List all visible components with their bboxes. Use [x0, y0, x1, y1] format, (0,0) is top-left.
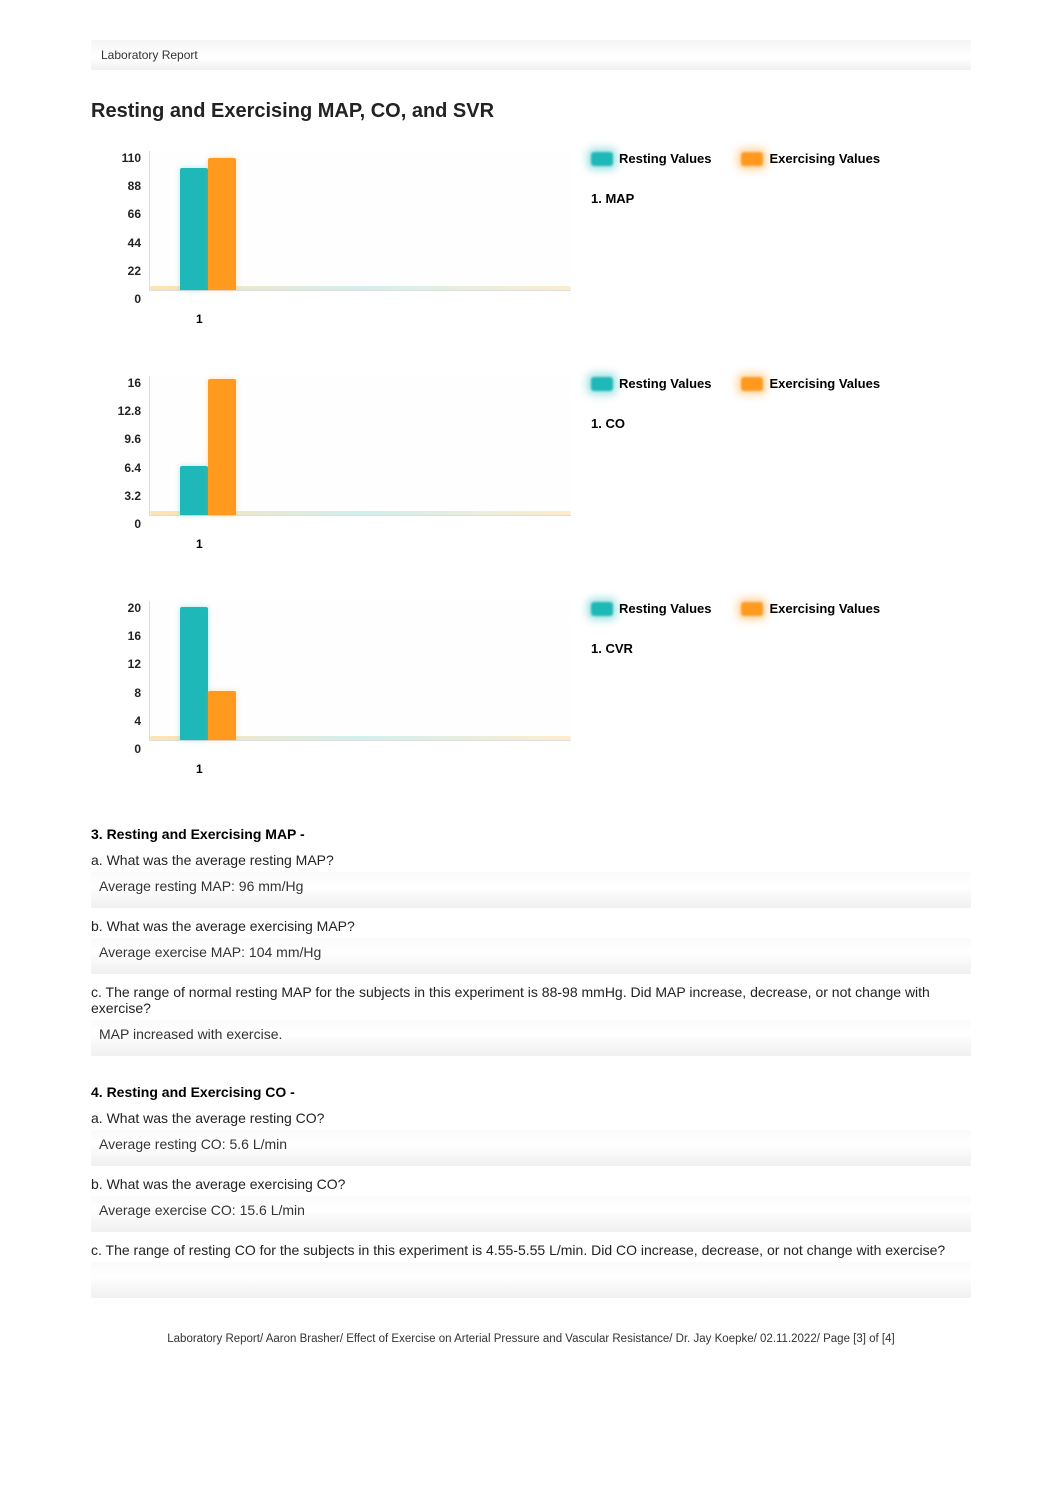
chart-block: 20 16 12 8 4 0 1 Resting Values Exercising Value… [91, 601, 971, 776]
answer-box: Average exercise MAP: 104 mm/Hg [91, 938, 971, 974]
y-tick: 44 [128, 236, 141, 250]
header-bar: Laboratory Report [91, 40, 971, 70]
y-tick: 12 [128, 657, 141, 671]
chart-right: Resting Values Exercising Values 1. CO [571, 376, 911, 551]
chart-name: 1. CO [591, 416, 911, 431]
y-axis: 20 16 12 8 4 0 [91, 601, 149, 756]
question-text: b. What was the average exercising CO? [91, 1176, 971, 1192]
y-tick: 3.2 [124, 489, 141, 503]
y-tick: 66 [128, 207, 141, 221]
page-footer: Laboratory Report/ Aaron Brasher/ Effect… [91, 1333, 971, 1345]
resting-bar [180, 168, 208, 290]
y-tick: 16 [128, 629, 141, 643]
section-heading: 4. Resting and Exercising CO - [91, 1084, 971, 1100]
resting-bar [180, 466, 208, 515]
answer-box: Average resting CO: 5.6 L/min [91, 1130, 971, 1166]
exercising-swatch [741, 152, 763, 166]
resting-swatch [591, 377, 613, 391]
header-label: Laboratory Report [101, 48, 198, 62]
bars-group [180, 158, 236, 290]
y-tick: 16 [128, 376, 141, 390]
exercising-swatch [741, 377, 763, 391]
x-label: 1 [91, 537, 571, 551]
y-tick: 20 [128, 601, 141, 615]
y-tick: 4 [134, 714, 141, 728]
x-label: 1 [91, 312, 571, 326]
section-heading: 3. Resting and Exercising MAP - [91, 826, 971, 842]
legend-item-exercising: Exercising Values [741, 601, 880, 616]
chart-left: 110 88 66 44 22 0 1 [91, 151, 571, 326]
legend-item-resting: Resting Values [591, 376, 711, 391]
exercising-swatch [741, 602, 763, 616]
y-tick: 110 [122, 151, 141, 165]
exercising-bar [208, 158, 236, 290]
answer-box: Average resting MAP: 96 mm/Hg [91, 872, 971, 908]
chart-name: 1. MAP [591, 191, 911, 206]
legend-item-resting: Resting Values [591, 151, 711, 166]
chart-right: Resting Values Exercising Values 1. MAP [571, 151, 911, 326]
page-title: Resting and Exercising MAP, CO, and SVR [91, 100, 971, 123]
bars-group [180, 607, 236, 740]
answer-box: Average exercise CO: 15.6 L/min [91, 1196, 971, 1232]
chart-right: Resting Values Exercising Values 1. CVR [571, 601, 911, 776]
chart-block: 16 12.8 9.6 6.4 3.2 0 1 Resting Values Exercisin… [91, 376, 971, 551]
y-tick: 9.6 [124, 432, 141, 446]
y-tick: 0 [134, 292, 141, 306]
y-tick: 88 [128, 179, 141, 193]
legend-item-exercising: Exercising Values [741, 151, 880, 166]
question-text: c. The range of normal resting MAP for t… [91, 984, 971, 1016]
plot-area [149, 151, 571, 291]
chart-block: 110 88 66 44 22 0 1 Resting Values Exercising Va… [91, 151, 971, 326]
y-tick: 6.4 [124, 461, 141, 475]
legend-label: Resting Values [619, 601, 711, 616]
x-label: 1 [91, 762, 571, 776]
y-tick: 8 [134, 686, 141, 700]
answer-box [91, 1262, 971, 1298]
chart-name: 1. CVR [591, 641, 911, 656]
y-axis: 110 88 66 44 22 0 [91, 151, 149, 306]
legend: Resting Values Exercising Values [591, 151, 911, 166]
resting-bar [180, 607, 208, 740]
legend: Resting Values Exercising Values [591, 376, 911, 391]
question-text: c. The range of resting CO for the subje… [91, 1242, 971, 1258]
legend-label: Exercising Values [769, 601, 880, 616]
bars-group [180, 379, 236, 516]
legend-item-exercising: Exercising Values [741, 376, 880, 391]
answer-box: MAP increased with exercise. [91, 1020, 971, 1056]
question-text: a. What was the average resting CO? [91, 1110, 971, 1126]
chart-left: 20 16 12 8 4 0 1 [91, 601, 571, 776]
resting-swatch [591, 602, 613, 616]
plot-area [149, 601, 571, 741]
question-text: b. What was the average exercising MAP? [91, 918, 971, 934]
legend-label: Resting Values [619, 376, 711, 391]
sections-container: 3. Resting and Exercising MAP - a. What w… [91, 826, 971, 1298]
y-tick: 0 [134, 742, 141, 756]
y-axis: 16 12.8 9.6 6.4 3.2 0 [91, 376, 149, 531]
y-tick: 0 [134, 517, 141, 531]
y-tick: 12.8 [118, 404, 141, 418]
legend-label: Resting Values [619, 151, 711, 166]
y-tick: 22 [128, 264, 141, 278]
legend-label: Exercising Values [769, 376, 880, 391]
charts-container: 1108866442201Resting ValuesExercising Va… [91, 151, 971, 776]
plot-area [149, 376, 571, 516]
legend-label: Exercising Values [769, 151, 880, 166]
question-text: a. What was the average resting MAP? [91, 852, 971, 868]
chart-left: 16 12.8 9.6 6.4 3.2 0 1 [91, 376, 571, 551]
legend: Resting Values Exercising Values [591, 601, 911, 616]
exercising-bar [208, 691, 236, 740]
resting-swatch [591, 152, 613, 166]
legend-item-resting: Resting Values [591, 601, 711, 616]
exercising-bar [208, 379, 236, 516]
